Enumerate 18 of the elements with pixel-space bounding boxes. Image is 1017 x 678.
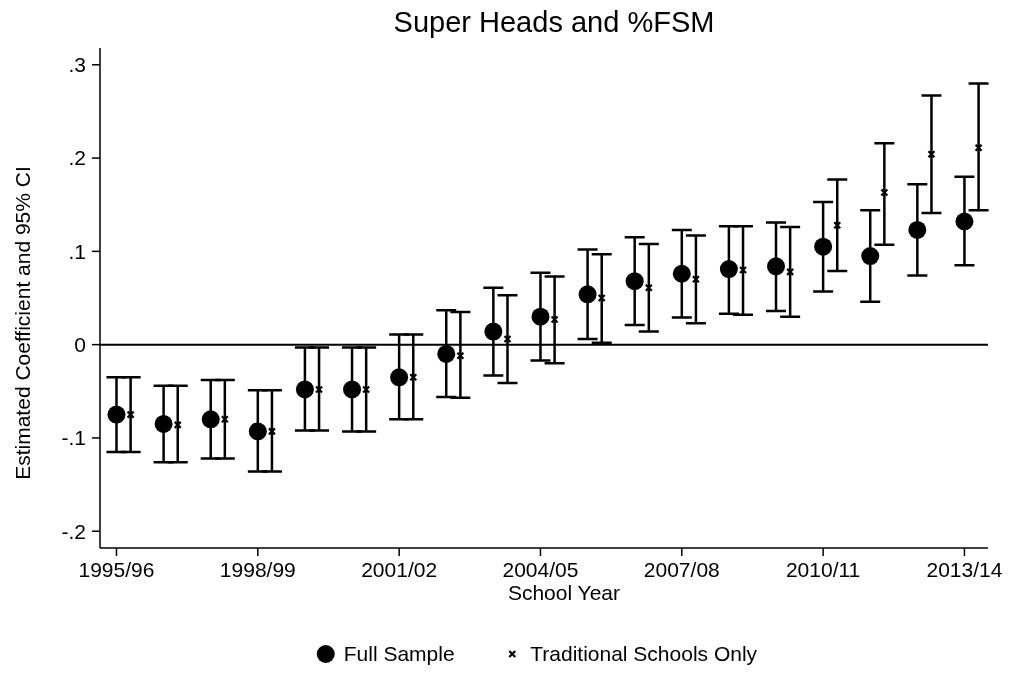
y-tick-label: -.2 (61, 519, 86, 543)
y-tick-label: .1 (68, 239, 86, 263)
legend-label: Full Sample (343, 642, 455, 665)
y-tick-label: .2 (68, 146, 86, 170)
chart-title: Super Heads and %FSM (393, 6, 715, 38)
x-tick-label: 2004/05 (502, 558, 579, 581)
x-tick-label: 1995/96 (78, 558, 155, 581)
legend-label: Traditional Schools Only (530, 642, 758, 665)
x-tick-label: 2001/02 (361, 558, 438, 581)
x-tick-label: 2013/14 (926, 558, 1003, 581)
x-tick-label: 1998/99 (219, 558, 296, 581)
y-tick-label: .3 (68, 53, 86, 77)
x-axis-title: School Year (507, 581, 621, 604)
x-tick-label: 2007/08 (643, 558, 720, 581)
y-tick-label: 0 (74, 332, 86, 356)
y-tick-label: -.1 (61, 426, 86, 450)
y-axis-title: Estimated Coefficient and 95% CI (11, 166, 34, 480)
x-tick-label: 2010/11 (785, 558, 861, 581)
